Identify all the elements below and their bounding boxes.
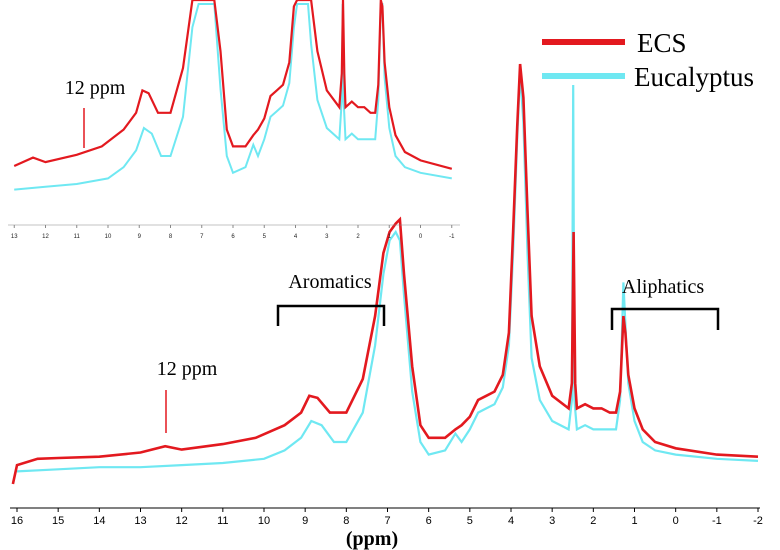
- inset-series-line-eucalyptus: [14, 3, 452, 191]
- x-tick-label: -2: [753, 515, 763, 527]
- annotation-aromatics: Aromatics: [288, 271, 372, 293]
- inset-x-tick-label: 5: [263, 234, 267, 240]
- x-tick-label: 6: [426, 515, 432, 527]
- inset-x-tick-label: 4: [294, 234, 298, 240]
- inset-series-line-ecs: [13, 0, 453, 170]
- x-tick-label: 10: [258, 515, 270, 527]
- aromatics-bracket: [276, 304, 386, 326]
- annotation-12ppm-inset: 12 ppm: [65, 77, 126, 99]
- annotation-aliphatics: Aliphatics: [622, 276, 704, 298]
- x-tick-label: 16: [11, 515, 23, 527]
- inset-zoom: 13 12 11 10 9 8 7 6 5 4 3 2 1 0 -1 12 ppm: [8, 0, 460, 240]
- x-tick-label: 14: [93, 515, 105, 527]
- inset-x-tick-label: 8: [169, 234, 173, 240]
- inset-x-tick-label: 1: [388, 234, 392, 240]
- inset-x-tick-label: 10: [105, 234, 112, 240]
- inset-x-tick-label: 2: [356, 234, 360, 240]
- annotation-12ppm-main: 12 ppm: [157, 358, 218, 380]
- inset-x-axis-ticks: 13 12 11 10 9 8 7 6 5 4 3 2 1 0 -1: [11, 225, 455, 240]
- inset-x-tick-label: 11: [74, 234, 81, 240]
- series-line-eucalyptus: [16, 72, 759, 473]
- x-tick-label: 5: [467, 515, 473, 527]
- inset-x-tick-label: 9: [138, 234, 142, 240]
- x-axis-ticks: 16 15 14 13 12 11 10 9 8 7 6 5 4 3 2 1 0 -1 -2: [11, 508, 763, 527]
- x-tick-label: 3: [549, 515, 555, 527]
- x-tick-label: 1: [631, 515, 637, 527]
- inset-x-tick-label: 7: [200, 234, 204, 240]
- x-tick-label: 9: [302, 515, 308, 527]
- x-tick-label: 8: [343, 515, 349, 527]
- x-tick-label: 7: [384, 515, 390, 527]
- inset-x-tick-label: -1: [449, 234, 455, 240]
- aliphatics-bracket: [610, 307, 720, 330]
- inset-x-tick-label: 12: [42, 234, 49, 240]
- x-tick-label: 2: [590, 515, 596, 527]
- x-tick-label: 11: [217, 515, 228, 527]
- x-tick-label: 0: [673, 515, 679, 527]
- inset-x-tick-label: 6: [231, 234, 235, 240]
- legend: ECS Eucalyptus: [542, 28, 754, 92]
- x-tick-label: 12: [176, 515, 188, 527]
- inset-x-tick-label: 13: [11, 234, 18, 240]
- x-tick-label: -1: [712, 515, 722, 527]
- legend-label-eucalyptus: Eucalyptus: [634, 62, 754, 92]
- x-tick-label: 15: [52, 515, 64, 527]
- inset-x-tick-label: 3: [325, 234, 329, 240]
- legend-label-ecs: ECS: [637, 28, 687, 58]
- series-line-ecs: [11, 63, 759, 485]
- x-tick-label: 4: [508, 515, 514, 527]
- inset-x-tick-label: 0: [419, 234, 423, 240]
- x-axis-label: (ppm): [346, 528, 398, 550]
- x-tick-label: 13: [134, 515, 146, 527]
